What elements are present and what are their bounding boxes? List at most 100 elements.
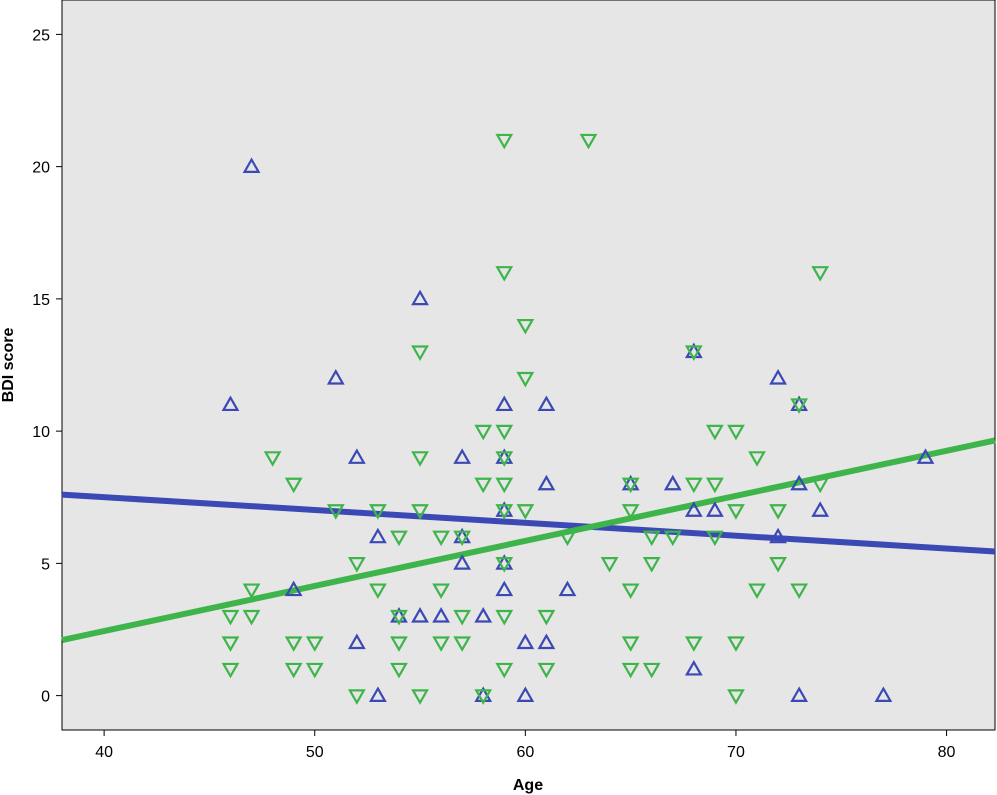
triangle-down-marker [411, 345, 429, 361]
triangle-down-marker [642, 662, 661, 679]
x-axis-title: Age [513, 777, 543, 794]
triangle-down-marker [495, 504, 514, 520]
x-tick-label: 40 [95, 744, 113, 761]
triangle-up-marker [284, 580, 303, 597]
triangle-down-marker [369, 583, 387, 600]
triangle-down-marker [727, 504, 745, 520]
triangle-up-marker [684, 659, 703, 676]
triangle-down-marker [411, 451, 429, 467]
triangle-down-marker [453, 636, 472, 652]
triangle-up-marker [242, 157, 261, 173]
triangle-up-marker [916, 448, 935, 464]
triangle-up-marker [369, 686, 387, 702]
triangle-down-marker [621, 636, 640, 652]
triangle-down-marker [390, 530, 408, 547]
triangle-up-marker [537, 474, 556, 491]
triangle-down-marker [495, 557, 514, 573]
triangle-down-marker [411, 689, 429, 705]
triangle-down-marker [221, 662, 240, 679]
y-tick-label: 25 [32, 27, 50, 44]
triangle-down-marker [811, 266, 830, 282]
fit-line [61, 491, 996, 555]
triangle-down-marker [516, 504, 535, 520]
triangle-down-marker [684, 477, 703, 494]
triangle-up-marker [495, 580, 514, 597]
triangle-up-marker [516, 686, 535, 702]
triangle-up-marker [221, 395, 240, 412]
triangle-up-marker [495, 395, 514, 412]
triangle-down-marker [242, 609, 261, 626]
triangle-down-marker [579, 133, 598, 150]
triangle-down-marker [242, 583, 261, 600]
triangle-down-marker [495, 477, 514, 494]
triangle-down-marker [663, 530, 682, 547]
triangle-up-marker [516, 633, 535, 650]
triangle-up-marker [705, 501, 724, 517]
triangle-down-marker [705, 424, 724, 441]
triangle-down-marker [390, 609, 408, 626]
fit-lines [61, 437, 996, 644]
triangle-down-marker [748, 583, 766, 600]
triangle-down-marker [474, 477, 493, 494]
triangle-up-marker [874, 686, 893, 702]
triangle-up-marker [474, 607, 493, 623]
triangle-down-marker [684, 636, 703, 652]
triangle-up-marker [347, 448, 366, 464]
y-tick-label: 10 [32, 424, 50, 441]
triangle-down-marker [621, 477, 640, 494]
triangle-up-marker [453, 554, 472, 570]
triangle-down-marker [769, 504, 787, 520]
triangle-down-marker [769, 557, 787, 573]
triangle-down-marker [705, 477, 724, 494]
triangle-down-marker [453, 530, 472, 547]
triangle-up-marker [369, 527, 387, 544]
triangle-down-marker [369, 504, 387, 520]
triangle-down-marker [495, 609, 514, 626]
triangle-down-marker [621, 504, 640, 520]
triangle-down-marker [221, 636, 240, 652]
triangle-down-marker [495, 451, 514, 467]
triangle-down-marker [284, 477, 303, 494]
triangle-down-marker [537, 662, 556, 679]
fit-line [61, 437, 996, 644]
triangle-down-marker [390, 662, 408, 679]
triangle-down-marker [495, 266, 514, 282]
triangle-down-marker [432, 636, 450, 652]
triangle-up-marker [790, 686, 809, 702]
triangle-down-marker [727, 689, 745, 705]
triangle-up-marker [769, 369, 787, 385]
triangle-down-marker [305, 636, 324, 652]
x-tick-label: 70 [727, 744, 745, 761]
triangle-down-marker [284, 636, 303, 652]
triangle-down-marker [347, 689, 366, 705]
triangle-down-marker [263, 451, 282, 467]
triangle-down-marker [432, 530, 450, 547]
triangle-down-marker [326, 504, 345, 520]
triangle-down-marker [284, 662, 303, 679]
triangle-down-marker [621, 662, 640, 679]
triangle-up-marker [684, 501, 703, 517]
triangle-down-marker [495, 662, 514, 679]
triangle-up-marker [347, 633, 366, 650]
triangle-up-marker [663, 474, 682, 491]
y-tick-label: 15 [32, 292, 50, 309]
triangle-down-marker [558, 530, 577, 547]
triangle-down-marker [474, 424, 493, 441]
x-tick-label: 50 [306, 744, 324, 761]
triangle-down-marker [516, 318, 535, 335]
triangle-up-marker [326, 369, 345, 385]
triangle-down-marker [221, 609, 240, 626]
triangle-down-marker [621, 583, 640, 600]
triangle-up-marker [411, 289, 429, 306]
triangle-down-marker [705, 530, 724, 547]
triangle-down-marker [432, 583, 450, 600]
triangle-down-marker [453, 609, 472, 626]
triangle-up-marker [558, 580, 577, 597]
data-markers [221, 133, 935, 705]
triangle-down-marker [390, 636, 408, 652]
triangle-up-marker [411, 607, 429, 623]
triangle-down-marker [347, 557, 366, 573]
triangle-up-marker [453, 448, 472, 464]
y-axis-title: BDI score [0, 328, 17, 403]
